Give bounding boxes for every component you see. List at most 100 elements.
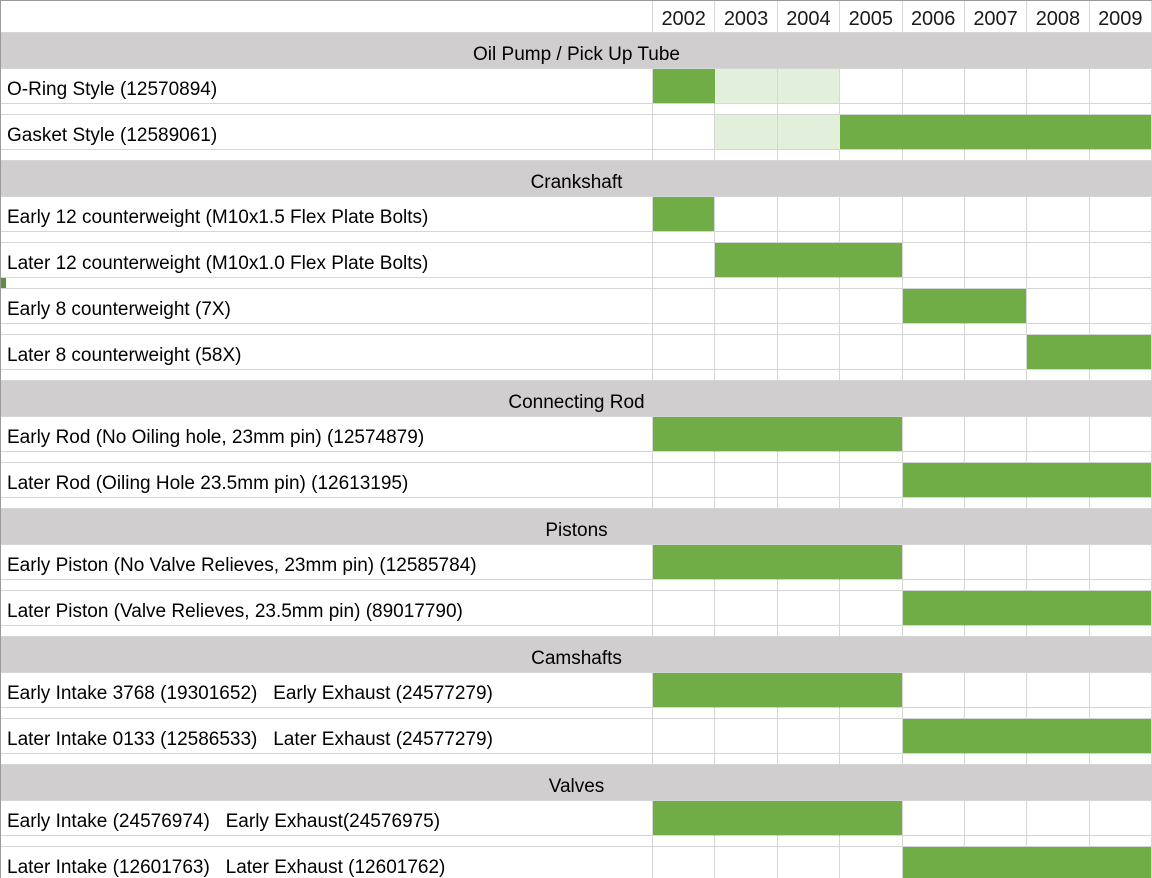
empty-year-cell-2004[interactable] <box>777 591 841 626</box>
spacer-year-cell-2003[interactable] <box>715 324 778 335</box>
spacer-year-cell-2006[interactable] <box>902 232 965 243</box>
spacer-year-cell-2007[interactable] <box>964 150 1028 161</box>
empty-year-cell-2008[interactable] <box>1027 69 1090 104</box>
spacer-label-cell[interactable] <box>1 150 653 161</box>
spacer-year-cell-2006[interactable] <box>902 370 965 381</box>
usage-bar-cell-2005[interactable] <box>840 673 903 708</box>
usage-bar-cell-2009[interactable] <box>1089 115 1152 150</box>
spacer-year-cell-2005[interactable] <box>840 836 903 847</box>
empty-year-cell-2003[interactable] <box>715 591 778 626</box>
empty-year-cell-2007[interactable] <box>964 673 1028 708</box>
empty-year-cell-2009[interactable] <box>1089 673 1152 708</box>
spacer-label-cell[interactable] <box>1 370 653 381</box>
spacer-year-cell-2004[interactable] <box>777 836 841 847</box>
spacer-year-cell-2002[interactable] <box>653 278 716 289</box>
spacer-year-cell-2002[interactable] <box>653 452 716 463</box>
spacer-year-cell-2006[interactable] <box>902 324 965 335</box>
empty-year-cell-2006[interactable] <box>902 673 965 708</box>
empty-year-cell-2003[interactable] <box>715 847 778 878</box>
empty-year-cell-2002[interactable] <box>653 243 716 278</box>
spacer-year-cell-2003[interactable] <box>715 104 778 115</box>
spacer-label-cell[interactable] <box>1 278 653 289</box>
year-header-2006[interactable]: 2006 <box>902 1 965 33</box>
empty-year-cell-2009[interactable] <box>1089 243 1152 278</box>
usage-bar-cell-2009[interactable] <box>1089 335 1152 370</box>
spacer-year-cell-2004[interactable] <box>777 232 841 243</box>
empty-year-cell-2002[interactable] <box>653 591 716 626</box>
usage-bar-cell-2003[interactable] <box>715 417 778 452</box>
part-label-cell[interactable]: Early 8 counterweight (7X) <box>1 289 653 324</box>
empty-year-cell-2007[interactable] <box>964 545 1028 580</box>
usage-bar-cell-2008[interactable] <box>1027 115 1090 150</box>
spacer-year-cell-2002[interactable] <box>653 498 716 509</box>
spacer-year-cell-2009[interactable] <box>1089 580 1152 591</box>
part-label-cell[interactable]: Later Intake (12601763) Later Exhaust (1… <box>1 847 653 878</box>
empty-year-cell-2003[interactable] <box>715 463 778 498</box>
empty-year-cell-2003[interactable] <box>715 335 778 370</box>
spacer-year-cell-2003[interactable] <box>715 452 778 463</box>
year-header-2007[interactable]: 2007 <box>964 1 1028 33</box>
empty-year-cell-2005[interactable] <box>840 591 903 626</box>
spacer-year-cell-2002[interactable] <box>653 104 716 115</box>
spacer-year-cell-2002[interactable] <box>653 232 716 243</box>
spacer-year-cell-2007[interactable] <box>964 580 1028 591</box>
spacer-year-cell-2009[interactable] <box>1089 324 1152 335</box>
empty-year-cell-2002[interactable] <box>653 463 716 498</box>
part-label-cell[interactable]: Early Intake 3768 (19301652) Early Exhau… <box>1 673 653 708</box>
empty-year-cell-2008[interactable] <box>1027 801 1090 836</box>
spacer-label-cell[interactable] <box>1 452 653 463</box>
section-header[interactable]: Oil Pump / Pick Up Tube <box>1 33 1152 69</box>
part-label-cell[interactable]: Later 12 counterweight (M10x1.0 Flex Pla… <box>1 243 653 278</box>
usage-bar-cell-2005[interactable] <box>840 801 903 836</box>
usage-bar-cell-2009[interactable] <box>1089 719 1152 754</box>
spacer-year-cell-2007[interactable] <box>964 626 1028 637</box>
spacer-year-cell-2006[interactable] <box>902 498 965 509</box>
usage-bar-cell-2003[interactable] <box>715 545 778 580</box>
spacer-year-cell-2006[interactable] <box>902 836 965 847</box>
empty-year-cell-2002[interactable] <box>653 719 716 754</box>
usage-bar-cell-2007[interactable] <box>964 719 1028 754</box>
spacer-year-cell-2006[interactable] <box>902 708 965 719</box>
empty-year-cell-2005[interactable] <box>840 719 903 754</box>
spacer-year-cell-2008[interactable] <box>1027 150 1090 161</box>
spacer-year-cell-2008[interactable] <box>1027 452 1090 463</box>
empty-year-cell-2009[interactable] <box>1089 69 1152 104</box>
empty-year-cell-2004[interactable] <box>777 335 841 370</box>
spacer-label-cell[interactable] <box>1 232 653 243</box>
usage-bar-cell-2004[interactable] <box>777 69 841 104</box>
empty-year-cell-2009[interactable] <box>1089 197 1152 232</box>
spacer-year-cell-2005[interactable] <box>840 708 903 719</box>
usage-bar-cell-2003[interactable] <box>715 243 778 278</box>
spacer-year-cell-2004[interactable] <box>777 708 841 719</box>
year-header-2008[interactable]: 2008 <box>1027 1 1090 33</box>
spacer-year-cell-2004[interactable] <box>777 626 841 637</box>
spacer-year-cell-2002[interactable] <box>653 150 716 161</box>
usage-bar-cell-2008[interactable] <box>1027 463 1090 498</box>
spacer-year-cell-2002[interactable] <box>653 324 716 335</box>
usage-bar-cell-2005[interactable] <box>840 243 903 278</box>
usage-bar-cell-2002[interactable] <box>653 197 716 232</box>
usage-bar-cell-2004[interactable] <box>777 115 841 150</box>
spacer-year-cell-2009[interactable] <box>1089 708 1152 719</box>
spacer-year-cell-2003[interactable] <box>715 754 778 765</box>
spacer-year-cell-2004[interactable] <box>777 498 841 509</box>
usage-bar-cell-2005[interactable] <box>840 115 903 150</box>
spacer-year-cell-2004[interactable] <box>777 452 841 463</box>
spacer-label-cell[interactable] <box>1 498 653 509</box>
spacer-year-cell-2003[interactable] <box>715 278 778 289</box>
spacer-year-cell-2006[interactable] <box>902 452 965 463</box>
spacer-year-cell-2005[interactable] <box>840 232 903 243</box>
spacer-year-cell-2002[interactable] <box>653 580 716 591</box>
part-label-cell[interactable]: Later Rod (Oiling Hole 23.5mm pin) (1261… <box>1 463 653 498</box>
spacer-year-cell-2008[interactable] <box>1027 836 1090 847</box>
section-header[interactable]: Valves <box>1 765 1152 801</box>
spacer-year-cell-2008[interactable] <box>1027 580 1090 591</box>
corner-cell[interactable] <box>1 1 653 33</box>
part-label-cell[interactable]: Later Piston (Valve Relieves, 23.5mm pin… <box>1 591 653 626</box>
usage-bar-cell-2006[interactable] <box>902 591 965 626</box>
section-header[interactable]: Pistons <box>1 509 1152 545</box>
section-header[interactable]: Crankshaft <box>1 161 1152 197</box>
empty-year-cell-2006[interactable] <box>902 243 965 278</box>
spacer-year-cell-2007[interactable] <box>964 324 1028 335</box>
part-label-cell[interactable]: Early Rod (No Oiling hole, 23mm pin) (12… <box>1 417 653 452</box>
